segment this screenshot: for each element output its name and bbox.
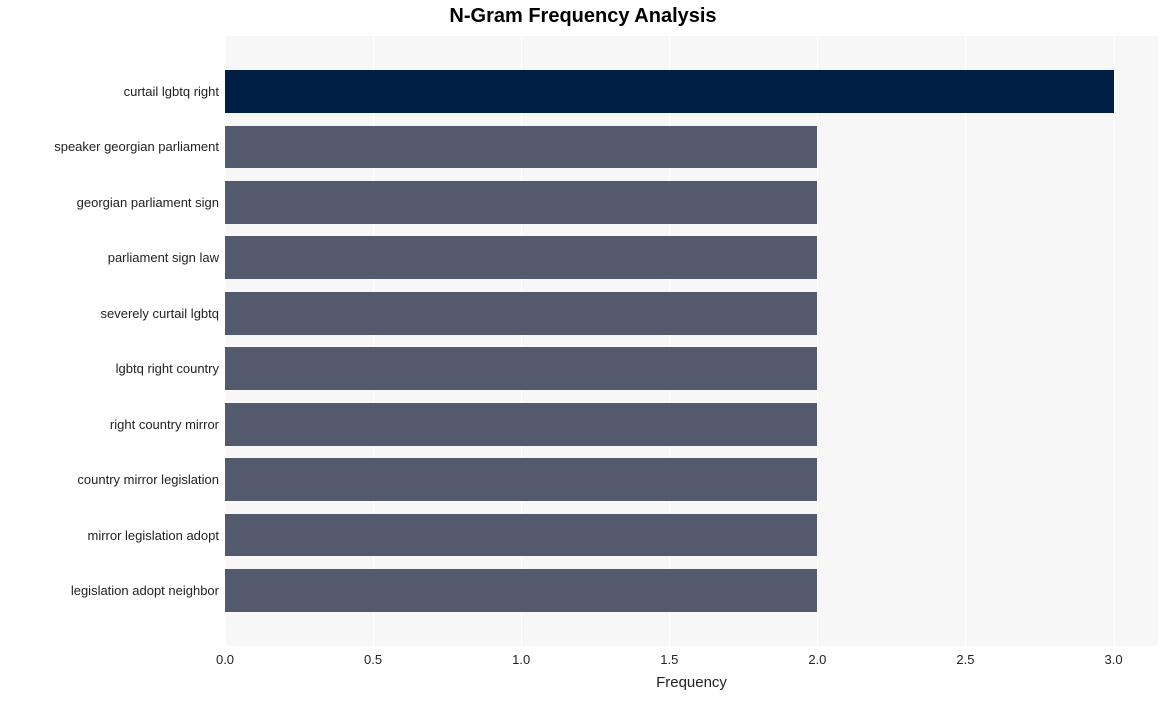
bar — [225, 514, 817, 557]
y-tick-label: legislation adopt neighbor — [0, 583, 219, 598]
y-tick-label: mirror legislation adopt — [0, 528, 219, 543]
plot-area — [225, 36, 1158, 646]
bar — [225, 403, 817, 446]
bar — [225, 292, 817, 335]
y-tick-label: lgbtq right country — [0, 361, 219, 376]
gridline — [965, 36, 966, 646]
y-tick-label: severely curtail lgbtq — [0, 306, 219, 321]
y-tick-label: country mirror legislation — [0, 472, 219, 487]
bar — [225, 347, 817, 390]
y-tick-label: parliament sign law — [0, 250, 219, 265]
gridline — [1114, 36, 1115, 646]
bar — [225, 181, 817, 224]
bar — [225, 236, 817, 279]
bar — [225, 569, 817, 612]
y-tick-label: georgian parliament sign — [0, 195, 219, 210]
x-tick-label: 1.5 — [660, 652, 678, 667]
y-tick-label: speaker georgian parliament — [0, 139, 219, 154]
x-tick-label: 1.0 — [512, 652, 530, 667]
bar — [225, 458, 817, 501]
x-tick-label: 3.0 — [1105, 652, 1123, 667]
chart-title: N-Gram Frequency Analysis — [0, 5, 1166, 28]
x-tick-label: 0.5 — [364, 652, 382, 667]
y-tick-label: curtail lgbtq right — [0, 84, 219, 99]
x-tick-label: 0.0 — [216, 652, 234, 667]
bar — [225, 70, 1114, 113]
x-tick-label: 2.5 — [956, 652, 974, 667]
y-tick-label: right country mirror — [0, 417, 219, 432]
bar — [225, 126, 817, 169]
x-axis-label: Frequency — [225, 674, 1158, 691]
x-tick-label: 2.0 — [808, 652, 826, 667]
gridline — [817, 36, 818, 646]
ngram-chart: N-Gram Frequency Analysis Frequency curt… — [0, 0, 1166, 701]
